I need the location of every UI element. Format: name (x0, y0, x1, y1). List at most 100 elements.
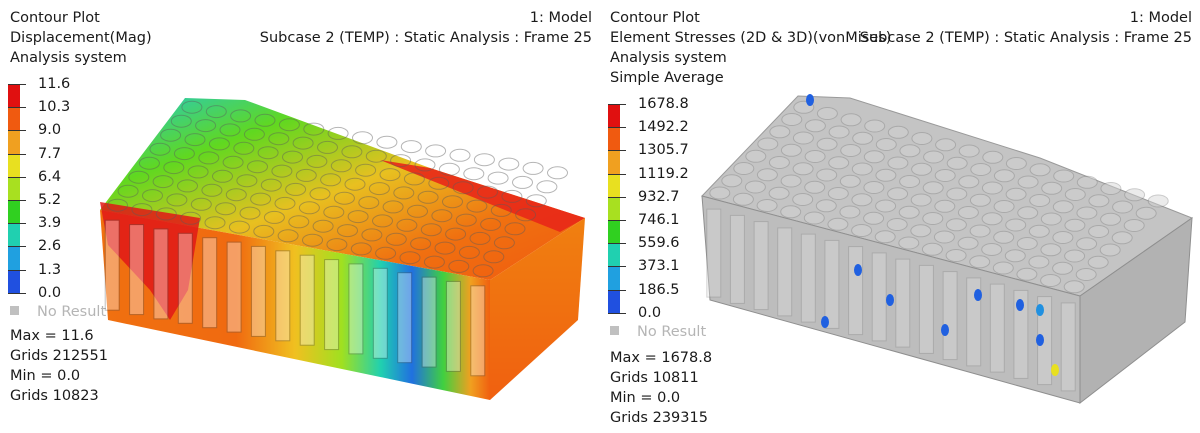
legend-swatch (608, 104, 620, 128)
cell-ring (1004, 249, 1026, 263)
cell-ring (1088, 225, 1110, 238)
cell-ring (875, 199, 897, 213)
stress-viewport[interactable]: Contour Plot Element Stresses (2D & 3D)(… (600, 0, 1200, 433)
cell-ring (1005, 157, 1027, 170)
legend-tick (8, 292, 26, 294)
cell-pillar (421, 276, 437, 368)
cell-ring (745, 149, 767, 163)
cell-ring (312, 219, 334, 233)
cell-ring (458, 245, 480, 259)
cell-ring (515, 208, 537, 222)
cell-ring (205, 105, 227, 119)
cell-ring (1087, 255, 1109, 269)
cell-pillar (445, 280, 461, 372)
cell-ring (277, 229, 299, 243)
top-face-hot-edge (380, 160, 585, 232)
cell-ring (828, 156, 850, 170)
cell-ring (1005, 218, 1027, 232)
hot-bracket (100, 202, 200, 320)
cell-ring (1088, 194, 1110, 208)
cell-ring (180, 211, 202, 225)
cell-ring (117, 184, 139, 198)
cell-pillar (729, 214, 745, 304)
cell-ring (379, 168, 401, 182)
legend-tick (8, 223, 26, 225)
cell-ring (473, 153, 495, 167)
cell-ring (285, 182, 307, 196)
front-face (100, 210, 490, 400)
cell-pillar (1013, 289, 1029, 379)
right-header: Contour Plot Element Stresses (2D & 3D)(… (610, 8, 891, 88)
max-value: Max = 1678.8 (610, 350, 713, 366)
stress-hotspot (1036, 334, 1044, 346)
cell-ring (472, 264, 494, 278)
cell-ring (396, 218, 418, 232)
cell-ring (957, 206, 979, 219)
cell-pillar (1060, 302, 1076, 392)
cell-ring (438, 162, 460, 176)
cell-ring (768, 186, 790, 200)
cell-ring (493, 236, 515, 250)
cell-ring (840, 113, 862, 127)
cell-pillar (104, 219, 120, 311)
cell-ring (1028, 224, 1050, 238)
cell-ring (247, 160, 268, 174)
cell-pattern-left (107, 100, 568, 278)
cell-ring (428, 176, 450, 190)
cell-ring (547, 166, 568, 180)
cell-ring (1075, 268, 1097, 281)
cell-ring (399, 251, 421, 265)
cell-ring (414, 158, 436, 172)
cell-ring (198, 151, 220, 165)
legend-tick (8, 153, 26, 155)
cell-ring (851, 162, 873, 176)
cell-ring (886, 218, 908, 231)
cell-ring (839, 205, 861, 219)
cell-ring (173, 147, 195, 161)
cell-ring (804, 180, 826, 194)
legend-swatch (608, 266, 620, 290)
cell-pillar (177, 232, 193, 324)
cell-pillar (824, 239, 840, 329)
cell-ring (1100, 212, 1122, 226)
cell-ring (780, 143, 802, 157)
cell-ring (477, 185, 498, 199)
cell-ring (1112, 200, 1134, 214)
cell-ring (233, 141, 255, 155)
cell-ring (804, 119, 826, 133)
cell-ring (969, 193, 991, 207)
cell-ring (330, 159, 352, 173)
displacement-viewport[interactable]: Contour Plot Displacement(Mag) Analysis … (0, 0, 600, 433)
legend-swatch (608, 219, 620, 244)
cell-ring (1052, 200, 1074, 214)
legend-tick (608, 220, 626, 221)
max-value: Max = 11.6 (10, 328, 94, 344)
cell-ring (320, 173, 342, 187)
legend-tick (8, 130, 26, 132)
no-result-legend: No Result (10, 304, 106, 320)
cell-ring (327, 126, 349, 140)
legend-label: 559.6 (638, 235, 680, 252)
cell-ring (756, 168, 778, 182)
cell-pillar (250, 245, 266, 337)
cell-ring (1028, 255, 1050, 269)
stress-hotspot (974, 289, 982, 301)
cell-ring (512, 175, 533, 189)
legend-label: 1305.7 (638, 142, 689, 159)
cell-ring (355, 163, 377, 177)
min-grid: Grids 10823 (10, 388, 99, 404)
legend-swatch (8, 153, 20, 177)
cell-ring (945, 249, 967, 262)
cell-ring (969, 255, 991, 269)
cell-ring (1052, 231, 1074, 244)
cell-ring (863, 181, 885, 194)
cell-ring (131, 203, 153, 217)
legend-label: 11.6 (38, 76, 71, 92)
cell-pillar (871, 252, 887, 342)
cell-ring (863, 211, 885, 225)
stress-hotspot (1036, 304, 1044, 316)
cell-ring (1040, 274, 1062, 287)
cell-ring (271, 164, 293, 178)
model-label: 1: Model (1129, 10, 1192, 26)
cell-pillar (299, 254, 315, 346)
